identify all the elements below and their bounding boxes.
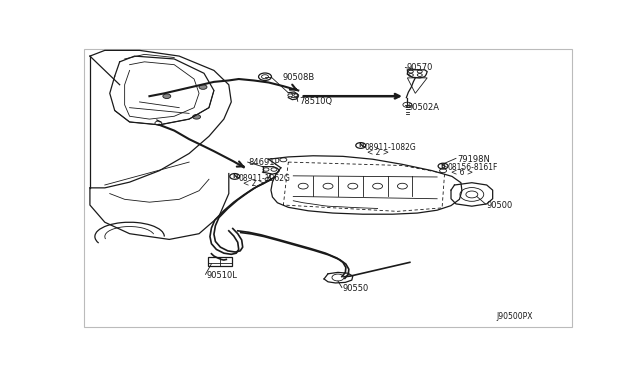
Text: < 6 >: < 6 > (451, 168, 473, 177)
Bar (208, 257, 232, 266)
Text: 84691P: 84691P (249, 158, 280, 167)
Text: 08156-8161F: 08156-8161F (447, 163, 497, 172)
Text: 90502A: 90502A (408, 103, 440, 112)
Text: 90570: 90570 (406, 63, 433, 72)
Text: N: N (358, 143, 364, 148)
Text: 90510L: 90510L (207, 271, 237, 280)
Text: 90508B: 90508B (282, 73, 315, 82)
Text: J90500PX: J90500PX (497, 312, 533, 321)
Text: 08911-1062G: 08911-1062G (239, 174, 291, 183)
Circle shape (163, 94, 171, 99)
Text: 78510Q: 78510Q (300, 97, 332, 106)
Text: < 2 >: < 2 > (367, 148, 388, 157)
Text: 90500: 90500 (486, 201, 513, 209)
Text: < 2 >: < 2 > (243, 179, 265, 188)
Text: 90550: 90550 (343, 284, 369, 293)
Text: 79198N: 79198N (457, 155, 490, 164)
Circle shape (193, 115, 200, 119)
Text: B: B (440, 164, 445, 169)
Text: 08911-1082G: 08911-1082G (365, 143, 417, 152)
Text: N: N (232, 174, 237, 179)
Circle shape (199, 85, 207, 89)
